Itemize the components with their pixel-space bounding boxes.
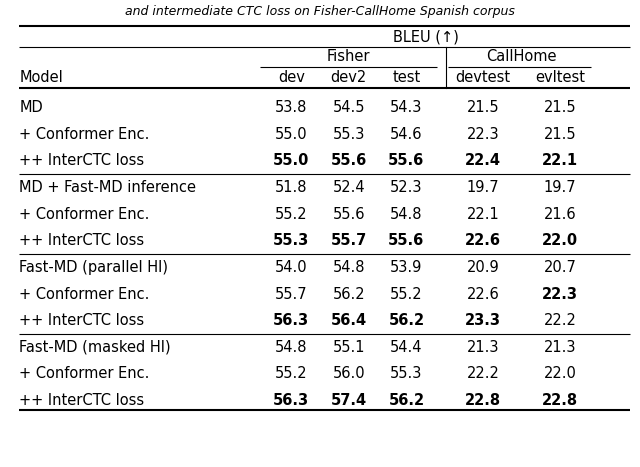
Text: 56.4: 56.4 xyxy=(331,313,367,328)
Text: ++ InterCTC loss: ++ InterCTC loss xyxy=(19,393,145,408)
Text: 22.6: 22.6 xyxy=(467,287,500,302)
Text: evltest: evltest xyxy=(535,70,585,85)
Text: 55.1: 55.1 xyxy=(333,340,365,355)
Text: 54.8: 54.8 xyxy=(390,207,422,222)
Text: 56.0: 56.0 xyxy=(333,367,365,382)
Text: 54.5: 54.5 xyxy=(333,100,365,115)
Text: 55.6: 55.6 xyxy=(388,154,424,169)
Text: 55.0: 55.0 xyxy=(275,127,307,142)
Text: MD: MD xyxy=(19,100,43,115)
Text: 20.9: 20.9 xyxy=(467,260,500,275)
Text: 22.2: 22.2 xyxy=(467,367,500,382)
Text: 22.8: 22.8 xyxy=(542,393,578,408)
Text: 21.5: 21.5 xyxy=(544,127,576,142)
Text: Fisher: Fisher xyxy=(327,50,371,64)
Text: 56.2: 56.2 xyxy=(333,287,365,302)
Text: 19.7: 19.7 xyxy=(467,180,499,195)
Text: 54.8: 54.8 xyxy=(275,340,307,355)
Text: 21.6: 21.6 xyxy=(544,207,576,222)
Text: CallHome: CallHome xyxy=(486,50,557,64)
Text: 22.0: 22.0 xyxy=(542,234,578,248)
Text: 22.2: 22.2 xyxy=(543,313,577,328)
Text: 55.6: 55.6 xyxy=(331,154,367,169)
Text: 22.0: 22.0 xyxy=(543,367,577,382)
Text: devtest: devtest xyxy=(456,70,511,85)
Text: 22.3: 22.3 xyxy=(542,287,578,302)
Text: 53.8: 53.8 xyxy=(275,100,307,115)
Text: 56.2: 56.2 xyxy=(388,313,424,328)
Text: ++ InterCTC loss: ++ InterCTC loss xyxy=(19,234,145,248)
Text: 22.1: 22.1 xyxy=(542,154,578,169)
Text: MD + Fast-MD inference: MD + Fast-MD inference xyxy=(19,180,196,195)
Text: 52.4: 52.4 xyxy=(333,180,365,195)
Text: ++ InterCTC loss: ++ InterCTC loss xyxy=(19,313,145,328)
Text: + Conformer Enc.: + Conformer Enc. xyxy=(19,207,150,222)
Text: Fast-MD (parallel HI): Fast-MD (parallel HI) xyxy=(19,260,168,275)
Text: 54.4: 54.4 xyxy=(390,340,422,355)
Text: 21.3: 21.3 xyxy=(544,340,576,355)
Text: 23.3: 23.3 xyxy=(465,313,501,328)
Text: 56.3: 56.3 xyxy=(273,393,309,408)
Text: BLEU (↑): BLEU (↑) xyxy=(393,30,458,45)
Text: 55.7: 55.7 xyxy=(275,287,307,302)
Text: Model: Model xyxy=(19,70,63,85)
Text: 55.3: 55.3 xyxy=(390,367,422,382)
Text: 54.6: 54.6 xyxy=(390,127,422,142)
Text: 20.7: 20.7 xyxy=(543,260,577,275)
Text: 55.2: 55.2 xyxy=(275,207,307,222)
Text: 21.3: 21.3 xyxy=(467,340,499,355)
Text: 55.6: 55.6 xyxy=(333,207,365,222)
Text: Fast-MD (masked HI): Fast-MD (masked HI) xyxy=(19,340,171,355)
Text: 21.5: 21.5 xyxy=(467,100,499,115)
Text: 22.4: 22.4 xyxy=(465,154,501,169)
Text: 53.9: 53.9 xyxy=(390,260,422,275)
Text: 55.0: 55.0 xyxy=(273,154,309,169)
Text: 19.7: 19.7 xyxy=(544,180,576,195)
Text: 55.2: 55.2 xyxy=(390,287,422,302)
Text: 57.4: 57.4 xyxy=(331,393,367,408)
Text: 55.6: 55.6 xyxy=(388,234,424,248)
Text: 55.2: 55.2 xyxy=(275,367,307,382)
Text: 55.3: 55.3 xyxy=(273,234,309,248)
Text: 22.1: 22.1 xyxy=(467,207,500,222)
Text: 55.7: 55.7 xyxy=(331,234,367,248)
Text: dev2: dev2 xyxy=(331,70,367,85)
Text: 22.3: 22.3 xyxy=(467,127,499,142)
Text: dev: dev xyxy=(278,70,305,85)
Text: ++ InterCTC loss: ++ InterCTC loss xyxy=(19,154,145,169)
Text: + Conformer Enc.: + Conformer Enc. xyxy=(19,367,150,382)
Text: 22.6: 22.6 xyxy=(465,234,501,248)
Text: 54.3: 54.3 xyxy=(390,100,422,115)
Text: 22.8: 22.8 xyxy=(465,393,501,408)
Text: + Conformer Enc.: + Conformer Enc. xyxy=(19,287,150,302)
Text: 55.3: 55.3 xyxy=(333,127,365,142)
Text: 54.8: 54.8 xyxy=(333,260,365,275)
Text: + Conformer Enc.: + Conformer Enc. xyxy=(19,127,150,142)
Text: 51.8: 51.8 xyxy=(275,180,307,195)
Text: 56.2: 56.2 xyxy=(388,393,424,408)
Text: 52.3: 52.3 xyxy=(390,180,422,195)
Text: 54.0: 54.0 xyxy=(275,260,307,275)
Text: 56.3: 56.3 xyxy=(273,313,309,328)
Text: and intermediate CTC loss on Fisher-CallHome Spanish corpus: and intermediate CTC loss on Fisher-Call… xyxy=(125,5,515,18)
Text: 21.5: 21.5 xyxy=(544,100,576,115)
Text: test: test xyxy=(392,70,420,85)
